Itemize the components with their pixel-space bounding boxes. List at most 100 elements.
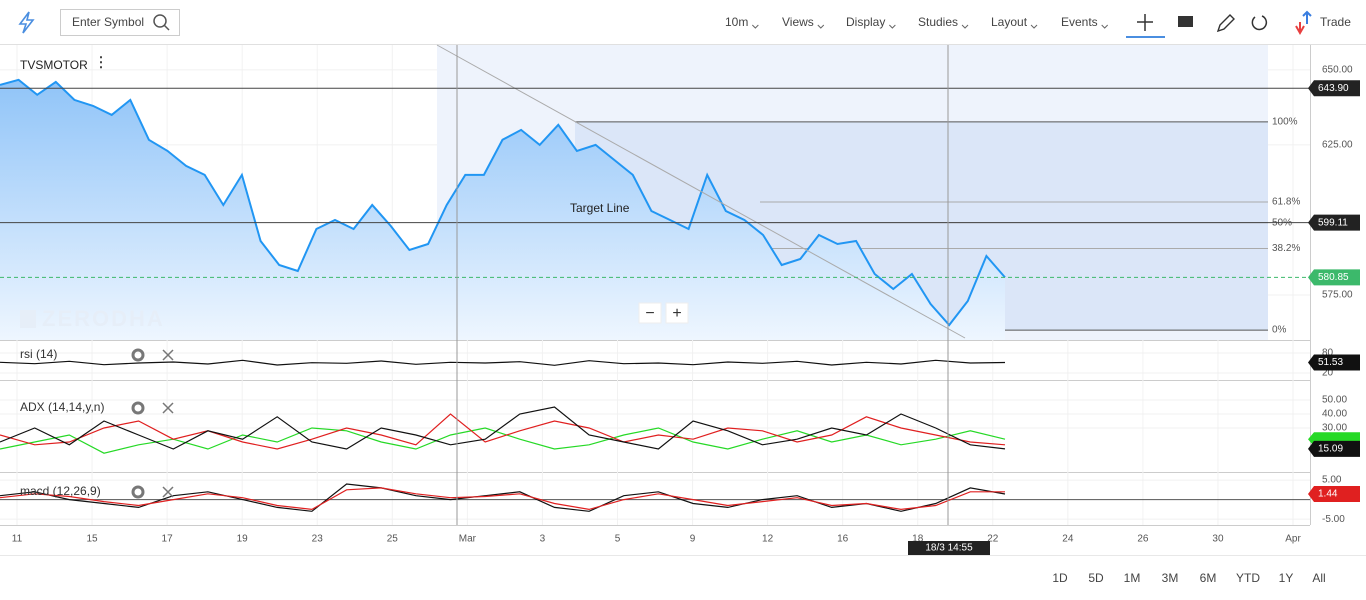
price-badge-label: 643.90 — [1318, 83, 1349, 94]
trade-button[interactable]: Trade — [1320, 15, 1351, 29]
menu-caret — [751, 24, 759, 29]
study-close[interactable] — [162, 486, 174, 498]
menu-item[interactable]: 10m — [725, 15, 748, 29]
fib-label: 61.8% — [1272, 197, 1300, 208]
price-badge-label: 51.53 — [1318, 357, 1343, 368]
price-badge-label: 15.09 — [1318, 444, 1343, 455]
x-tick-label: 23 — [312, 534, 324, 545]
price-badge-label: 580.85 — [1318, 272, 1349, 283]
x-tick-label: 24 — [1062, 534, 1074, 545]
x-tick-label: 19 — [237, 534, 249, 545]
macd-line — [0, 483, 1006, 512]
symbol-label: TVSMOTOR — [20, 58, 88, 72]
range-button[interactable]: All — [1312, 571, 1325, 585]
zoom-button[interactable] — [638, 302, 662, 324]
price-badge — [1308, 485, 1360, 502]
x-tick-label: Mar — [459, 534, 477, 545]
range-button[interactable]: 3M — [1162, 571, 1179, 585]
study-settings[interactable] — [131, 485, 145, 499]
menu-caret — [817, 24, 825, 29]
macd-line — [0, 487, 1005, 511]
price-badge — [1308, 354, 1360, 371]
rsi-line — [0, 359, 1006, 366]
watermark: ZERODHA — [42, 306, 165, 331]
range-button[interactable]: 5D — [1088, 571, 1104, 585]
zoom-icon: − — [645, 305, 654, 322]
range-button[interactable]: 1M — [1124, 571, 1141, 585]
search-box[interactable] — [60, 9, 180, 36]
comment-tool[interactable] — [1178, 16, 1193, 27]
x-tick-label: 18 — [912, 534, 924, 545]
x-tick-label: 26 — [1137, 534, 1149, 545]
range-button[interactable]: 1D — [1052, 571, 1068, 585]
adx-line — [0, 406, 1006, 450]
symbol-menu: ⋮ — [94, 54, 108, 70]
price-badge — [1308, 80, 1360, 97]
x-tick-label: 15 — [86, 534, 98, 545]
draw-tool[interactable] — [1216, 14, 1235, 33]
toolbar — [0, 0, 1366, 45]
menu-caret — [1101, 24, 1109, 29]
annotation: Target Line — [570, 201, 630, 215]
x-tick-label: 25 — [387, 534, 399, 545]
menu-item[interactable]: Events — [1061, 15, 1098, 29]
crosshair-tool[interactable] — [1137, 14, 1153, 31]
watermark-logo — [20, 310, 36, 328]
adx-line — [0, 413, 1006, 450]
study-settings[interactable] — [131, 401, 145, 415]
search-placeholder: Enter Symbol — [72, 15, 144, 29]
x-tick-label: 17 — [162, 534, 174, 545]
range-button[interactable]: YTD — [1236, 571, 1260, 585]
trade-icon — [1295, 22, 1305, 36]
x-tick-label: 5 — [615, 534, 621, 545]
study-label: macd (12,26,9) — [20, 484, 101, 498]
study-close[interactable] — [162, 349, 174, 361]
fib-label: 100% — [1272, 116, 1298, 127]
y-tick-label: 80 — [1322, 348, 1334, 359]
x-tick-label: 16 — [837, 534, 849, 545]
crosshair-tag — [908, 541, 990, 555]
y-tick-label: 20 — [1322, 368, 1334, 379]
price-badge-label: 599.11 — [1318, 217, 1348, 228]
range-button[interactable]: 6M — [1200, 571, 1217, 585]
menu-caret — [1030, 24, 1038, 29]
menu-caret — [961, 24, 969, 29]
menu-item[interactable]: Display — [846, 15, 885, 29]
zoom-button[interactable] — [665, 302, 689, 324]
x-tick-label: 11 — [12, 534, 23, 545]
y-tick-label: 30.00 — [1322, 423, 1347, 434]
y-tick-label: 5.00 — [1322, 475, 1342, 486]
search-icon[interactable] — [153, 14, 167, 28]
study-label: ADX (14,14,y,n) — [20, 400, 104, 414]
range-button[interactable]: 1Y — [1279, 571, 1294, 585]
y-tick-label: 40.00 — [1322, 409, 1347, 420]
zoom-icon: + — [672, 305, 681, 322]
price-line — [0, 78, 1006, 327]
price-badge — [1308, 440, 1360, 457]
adx-line — [0, 427, 1006, 454]
study-close[interactable] — [162, 402, 174, 414]
study-settings[interactable] — [131, 348, 145, 362]
x-tick-label: 22 — [987, 534, 999, 545]
price-badge — [1308, 214, 1360, 231]
logo[interactable] — [18, 11, 35, 34]
price-area — [0, 79, 1005, 341]
price-badge — [1308, 269, 1360, 286]
reset-tool[interactable] — [1251, 15, 1268, 31]
y-tick-label: 50.00 — [1322, 395, 1347, 406]
menu-item[interactable]: Views — [782, 15, 814, 29]
fib-label: 0% — [1272, 325, 1287, 336]
fib-label: 38.2% — [1272, 243, 1300, 254]
x-tick-label: Apr — [1285, 534, 1301, 545]
y-tick-label: 650.00 — [1322, 65, 1353, 76]
menu-item[interactable]: Studies — [918, 15, 958, 29]
x-tick-label: 3 — [540, 534, 546, 545]
x-tick-label: 30 — [1212, 534, 1224, 545]
crosshair-tag-label: 18/3 14:55 — [925, 543, 973, 554]
menu-item[interactable]: Layout — [991, 15, 1028, 29]
x-tick-label: 9 — [690, 534, 696, 545]
y-tick-label: 575.00 — [1322, 290, 1353, 301]
trend-line — [436, 44, 966, 339]
study-label: rsi (14) — [20, 347, 57, 361]
